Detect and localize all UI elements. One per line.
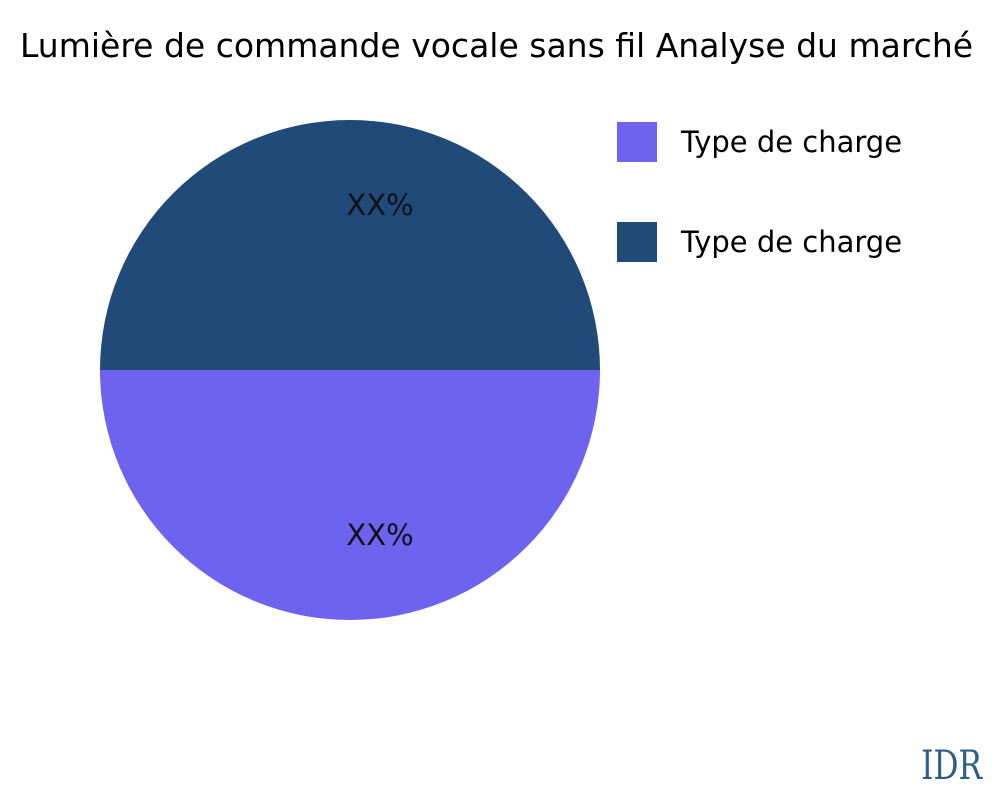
slice-label: XX% [346,188,413,222]
legend-item: Type de charge [617,122,902,162]
legend-swatch-navy [617,222,657,262]
legend-swatch-purple [617,122,657,162]
legend-item: Type de charge [617,222,902,262]
legend: Type de charge Type de charge [617,122,902,322]
slice-label: XX% [346,518,413,552]
pie-slice-1 [100,120,600,370]
chart-title: Lumière de commande vocale sans fil Anal… [20,26,974,65]
legend-label: Type de charge [681,225,903,259]
watermark-idr: IDR [921,743,982,789]
legend-label: Type de charge [681,125,903,159]
pie-slice-0 [100,370,600,620]
pie-chart: XX% XX% [100,120,600,620]
